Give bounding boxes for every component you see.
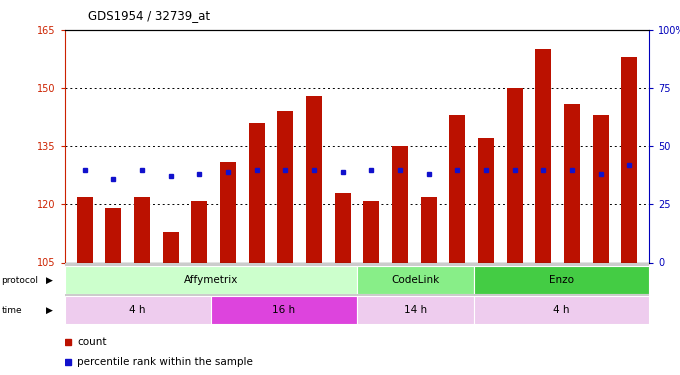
Bar: [507, 88, 522, 262]
Bar: [392, 146, 408, 262]
Bar: [474, 266, 649, 294]
Bar: [77, 196, 92, 262]
Text: percentile rank within the sample: percentile rank within the sample: [78, 357, 254, 367]
Text: time: time: [1, 306, 22, 315]
Bar: [478, 138, 494, 262]
Bar: [211, 296, 357, 324]
Bar: [335, 193, 351, 262]
Bar: [134, 196, 150, 262]
Bar: [622, 57, 637, 262]
Bar: [363, 201, 379, 262]
Text: count: count: [78, 336, 107, 346]
Bar: [357, 266, 474, 294]
Bar: [535, 50, 551, 262]
Bar: [474, 296, 649, 324]
Bar: [449, 115, 465, 262]
Bar: [564, 104, 580, 262]
Text: protocol: protocol: [1, 276, 38, 285]
Bar: [277, 111, 293, 262]
Bar: [249, 123, 265, 262]
Text: Affymetrix: Affymetrix: [184, 275, 238, 285]
Text: 4 h: 4 h: [129, 305, 146, 315]
Text: 16 h: 16 h: [272, 305, 296, 315]
Bar: [65, 296, 211, 324]
Bar: [421, 196, 437, 262]
Bar: [306, 96, 322, 262]
Bar: [220, 162, 236, 262]
Text: 14 h: 14 h: [404, 305, 427, 315]
Text: GDS1954 / 32739_at: GDS1954 / 32739_at: [88, 9, 211, 22]
Text: 4 h: 4 h: [554, 305, 570, 315]
Text: Enzo: Enzo: [549, 275, 574, 285]
Bar: [65, 266, 357, 294]
Bar: [192, 201, 207, 262]
Text: CodeLink: CodeLink: [392, 275, 439, 285]
Bar: [357, 296, 474, 324]
Bar: [593, 115, 609, 262]
Bar: [163, 231, 179, 262]
Bar: [105, 208, 121, 262]
Text: ▶: ▶: [46, 276, 53, 285]
Text: ▶: ▶: [46, 306, 53, 315]
